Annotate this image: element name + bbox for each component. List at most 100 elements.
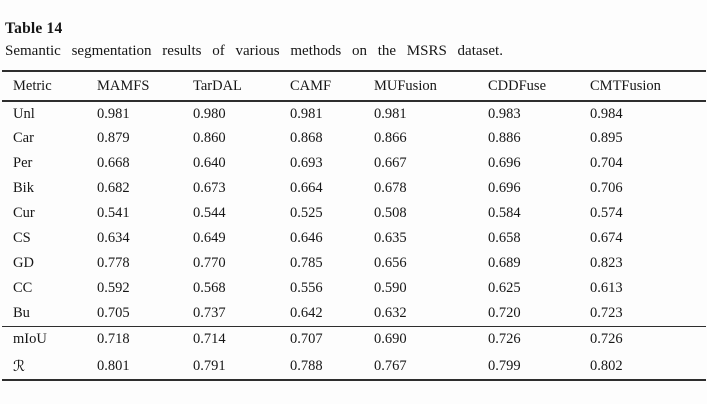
value-cell: 0.767 (374, 357, 407, 374)
value-cell: 0.682 (97, 180, 130, 196)
value-cell: 0.981 (290, 105, 323, 122)
value-cell: 0.788 (290, 357, 323, 374)
value-cell: 0.649 (193, 230, 226, 246)
value-cell: 0.625 (488, 280, 521, 296)
value-cell: 0.568 (193, 280, 226, 296)
table-label: Table 14 (5, 20, 63, 37)
metric-cell-script-r: ℛ (13, 357, 25, 375)
value-cell: 0.690 (374, 331, 407, 348)
table-caption: Semantic segmentation results of various… (5, 43, 503, 59)
summary-body: mIoU 0.718 0.714 0.707 0.690 0.726 0.726… (2, 326, 706, 380)
value-cell: 0.714 (193, 331, 226, 348)
value-cell: 0.823 (590, 255, 623, 271)
value-cell: 0.556 (290, 280, 323, 296)
results-table: Metric MAMFS TarDAL CAMF MUFusion CDDFus… (2, 70, 706, 381)
value-cell: 0.981 (97, 105, 130, 122)
value-cell: 0.544 (193, 205, 226, 221)
value-cell: 0.981 (374, 105, 407, 122)
value-cell: 0.696 (488, 155, 521, 171)
value-cell: 0.720 (488, 304, 521, 321)
value-cell: 0.664 (290, 180, 323, 196)
metric-cell: CS (13, 230, 31, 246)
value-cell: 0.640 (193, 155, 226, 171)
value-cell: 0.704 (590, 155, 623, 171)
table-row: Car 0.879 0.860 0.868 0.866 0.886 0.895 (2, 126, 706, 151)
value-cell: 0.802 (590, 357, 623, 374)
value-cell: 0.696 (488, 180, 521, 196)
value-cell: 0.791 (193, 357, 226, 374)
value-cell: 0.642 (290, 304, 323, 321)
metric-cell: Cur (13, 205, 35, 221)
value-cell: 0.635 (374, 230, 407, 246)
column-header-camf: CAMF (290, 77, 332, 94)
value-cell: 0.770 (193, 255, 226, 271)
value-cell: 0.590 (374, 280, 407, 296)
value-cell: 0.707 (290, 331, 323, 348)
metric-cell: Car (13, 130, 34, 146)
value-cell: 0.646 (290, 230, 323, 246)
value-cell: 0.879 (97, 130, 130, 146)
value-cell: 0.799 (488, 357, 521, 374)
table-row: Per 0.668 0.640 0.693 0.667 0.696 0.704 (2, 151, 706, 176)
value-cell: 0.778 (97, 255, 130, 271)
value-cell: 0.656 (374, 255, 407, 271)
value-cell: 0.895 (590, 130, 623, 146)
metric-cell: mIoU (13, 331, 47, 348)
metric-cell: Bik (13, 180, 34, 196)
value-cell: 0.737 (193, 304, 226, 321)
table-row: GD 0.778 0.770 0.785 0.656 0.689 0.823 (2, 251, 706, 276)
value-cell: 0.541 (97, 205, 130, 221)
table-row-script-r: ℛ 0.801 0.791 0.788 0.767 0.799 0.802 (2, 353, 706, 380)
value-cell: 0.689 (488, 255, 521, 271)
value-cell: 0.658 (488, 230, 521, 246)
value-cell: 0.983 (488, 105, 521, 122)
table-row: CS 0.634 0.649 0.646 0.635 0.658 0.674 (2, 226, 706, 251)
value-cell: 0.984 (590, 105, 623, 122)
value-cell: 0.705 (97, 304, 130, 321)
value-cell: 0.634 (97, 230, 130, 246)
table-row: Cur 0.541 0.544 0.525 0.508 0.584 0.574 (2, 201, 706, 226)
table-row-miou: mIoU 0.718 0.714 0.707 0.690 0.726 0.726 (2, 326, 706, 353)
value-cell: 0.718 (97, 331, 130, 348)
value-cell: 0.706 (590, 180, 623, 196)
metric-cell: CC (13, 280, 33, 296)
value-cell: 0.693 (290, 155, 323, 171)
metric-cell: Bu (13, 304, 30, 321)
value-cell: 0.860 (193, 130, 226, 146)
value-cell: 0.525 (290, 205, 323, 221)
column-header-tardal: TarDAL (193, 77, 242, 94)
value-cell: 0.866 (374, 130, 407, 146)
column-header-metric: Metric (13, 77, 52, 94)
column-header-mufusion: MUFusion (374, 77, 437, 94)
value-cell: 0.632 (374, 304, 407, 321)
header-row: Metric MAMFS TarDAL CAMF MUFusion CDDFus… (2, 71, 706, 101)
value-cell: 0.785 (290, 255, 323, 271)
value-cell: 0.574 (590, 205, 623, 221)
value-cell: 0.723 (590, 304, 623, 321)
value-cell: 0.726 (488, 331, 521, 348)
value-cell: 0.674 (590, 230, 623, 246)
value-cell: 0.886 (488, 130, 521, 146)
metrics-body: Unl 0.981 0.980 0.981 0.981 0.983 0.984 … (2, 101, 706, 326)
table-row: Bik 0.682 0.673 0.664 0.678 0.696 0.706 (2, 176, 706, 201)
value-cell: 0.668 (97, 155, 130, 171)
table-row: CC 0.592 0.568 0.556 0.590 0.625 0.613 (2, 276, 706, 301)
value-cell: 0.678 (374, 180, 407, 196)
column-header-cddfuse: CDDFuse (488, 77, 547, 94)
value-cell: 0.613 (590, 280, 623, 296)
value-cell: 0.801 (97, 357, 130, 374)
value-cell: 0.508 (374, 205, 407, 221)
value-cell: 0.673 (193, 180, 226, 196)
value-cell: 0.592 (97, 280, 130, 296)
value-cell: 0.667 (374, 155, 407, 171)
value-cell: 0.584 (488, 205, 521, 221)
value-cell: 0.868 (290, 130, 323, 146)
column-header-mamfs: MAMFS (97, 77, 150, 94)
metric-cell: GD (13, 255, 34, 271)
table-row: Unl 0.981 0.980 0.981 0.981 0.983 0.984 (2, 101, 706, 126)
value-cell: 0.980 (193, 105, 226, 122)
metric-cell: Per (13, 155, 33, 171)
value-cell: 0.726 (590, 331, 623, 348)
column-header-cmtfusion: CMTFusion (590, 77, 661, 94)
